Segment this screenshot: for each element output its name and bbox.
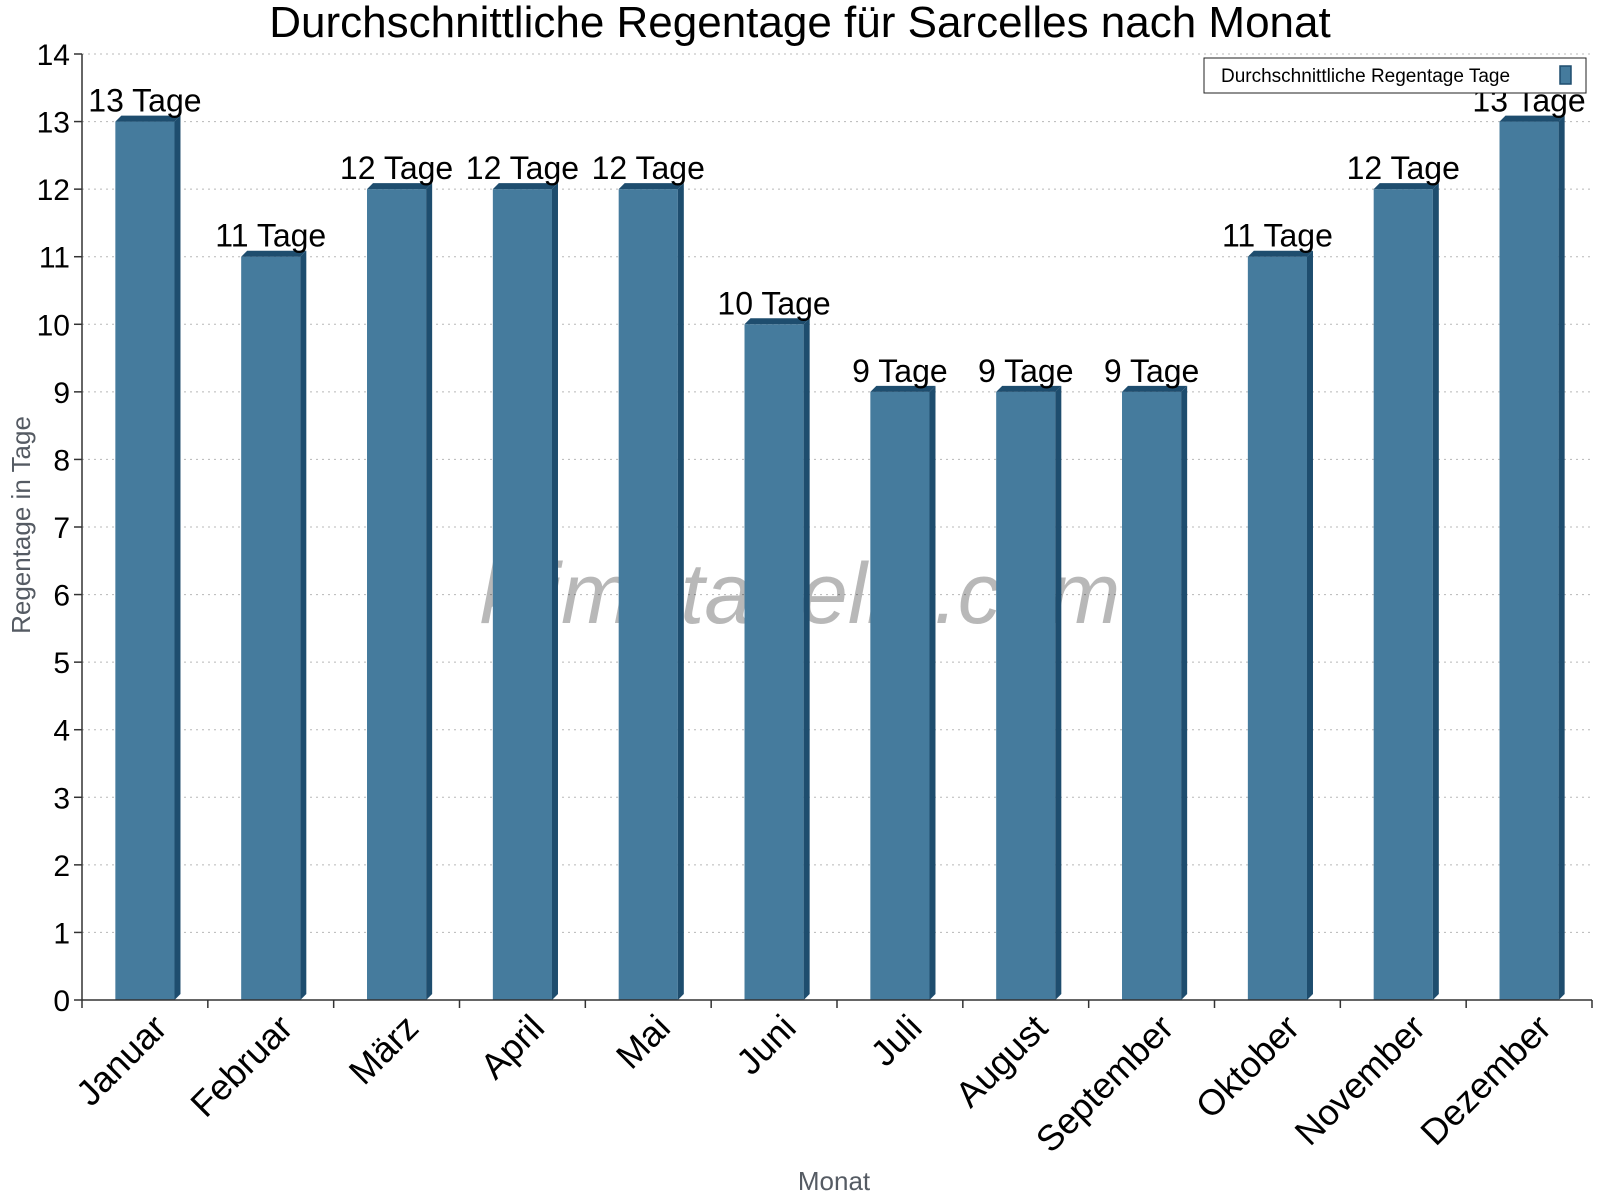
bar-face [744, 324, 804, 1000]
bar-side [677, 183, 684, 1001]
bar-side [1558, 115, 1565, 1001]
data-label: 9 Tage [978, 353, 1074, 389]
bar [115, 115, 181, 1001]
bar-side [551, 183, 558, 1001]
x-tick-label: Oktober [1188, 1007, 1308, 1127]
data-label: 12 Tage [340, 150, 453, 186]
x-tick-label: November [1286, 1007, 1432, 1153]
legend-label: Durchschnittliche Regentage Tage [1221, 66, 1510, 87]
data-labels: 13 Tage 11 Tage 12 Tage 12 Tage 12 Tage 10 Ta… [88, 83, 1585, 389]
bar-top [1373, 183, 1439, 190]
bar-face [618, 189, 678, 1001]
bar-side [300, 250, 307, 1000]
bar-top [241, 250, 307, 257]
bar-side [803, 318, 810, 1000]
x-tick-label: Februar [182, 1007, 300, 1125]
x-tick-label: April [472, 1007, 552, 1087]
x-tick-label: Januar [68, 1007, 175, 1114]
x-tick-label: Dezember [1412, 1007, 1558, 1153]
bar [870, 385, 936, 1000]
bar-top [1247, 250, 1313, 257]
data-label: 11 Tage [215, 218, 326, 254]
x-tick-label: August [947, 1007, 1055, 1115]
bar [744, 318, 810, 1000]
bar-side [426, 183, 433, 1001]
y-tick-label: 5 [53, 647, 70, 680]
bar [367, 183, 433, 1001]
y-tick-label: 13 [37, 107, 70, 140]
bar-face [115, 121, 175, 1001]
bar-top [1122, 385, 1188, 392]
data-label: 10 Tage [717, 285, 830, 321]
y-tick-label: 1 [53, 917, 70, 950]
data-label: 12 Tage [466, 150, 579, 186]
bar [996, 385, 1062, 1000]
bar-top [618, 183, 684, 190]
bar-top [492, 183, 558, 190]
bar-face [996, 391, 1056, 1000]
bar-top [996, 385, 1062, 392]
bar [1247, 250, 1313, 1000]
y-tick-label: 6 [53, 580, 70, 613]
bar-side [1306, 250, 1313, 1000]
bar-face [1499, 121, 1559, 1001]
y-axis-title: Regentage in Tage [6, 416, 36, 634]
bar [1122, 385, 1188, 1000]
y-tick-label: 14 [37, 39, 70, 72]
data-label: 9 Tage [852, 353, 948, 389]
bar-side [1055, 385, 1062, 1000]
y-tick-label: 10 [37, 309, 70, 342]
bar-top [744, 318, 810, 325]
data-label: 12 Tage [592, 150, 705, 186]
data-label: 12 Tage [1347, 150, 1460, 186]
y-tick-label: 0 [53, 985, 70, 1018]
bar-side [174, 115, 181, 1001]
bar-side [929, 385, 936, 1000]
legend: Durchschnittliche Regentage Tage [1203, 57, 1587, 94]
y-tick-label: 11 [39, 242, 70, 275]
y-tick-label: 9 [53, 377, 70, 410]
y-tick-label: 8 [53, 444, 70, 477]
x-tick-label: Mai [608, 1007, 678, 1077]
bar-top [115, 115, 181, 122]
bar-face [1247, 256, 1307, 1000]
bar-top [870, 385, 936, 392]
bar [1499, 115, 1565, 1001]
y-tick-label: 4 [53, 715, 70, 748]
x-tick-label: März [341, 1007, 427, 1093]
bar-side [1432, 183, 1439, 1001]
bar-side [1181, 385, 1188, 1000]
legend-swatch [1559, 65, 1572, 85]
bar-face [1122, 391, 1182, 1000]
x-tick-label: Juni [728, 1007, 804, 1083]
x-tick-label: September [1028, 1007, 1182, 1161]
bar [241, 250, 307, 1000]
bar-top [1499, 115, 1565, 122]
legend-box [1203, 57, 1587, 94]
y-tick-label: 7 [53, 512, 70, 545]
bar-top [367, 183, 433, 190]
x-tick-label: Juli [862, 1007, 929, 1074]
bar-face [1373, 189, 1433, 1001]
x-axis-title: Monat [798, 1166, 871, 1196]
bar [1373, 183, 1439, 1001]
bar [618, 183, 684, 1001]
data-label: 11 Tage [1222, 218, 1333, 254]
y-tick-label: 3 [53, 782, 70, 815]
bar [492, 183, 558, 1001]
y-tick-label: 12 [37, 174, 70, 207]
bar-face [241, 256, 301, 1000]
bars [115, 115, 1565, 1001]
bar-face [870, 391, 930, 1000]
data-label: 9 Tage [1104, 353, 1200, 389]
y-tick-label: 2 [53, 850, 70, 883]
bar-face [492, 189, 552, 1001]
bar-face [367, 189, 427, 1001]
chart-title: Durchschnittliche Regentage für Sarcelle… [269, 0, 1330, 47]
data-label: 13 Tage [88, 83, 201, 119]
